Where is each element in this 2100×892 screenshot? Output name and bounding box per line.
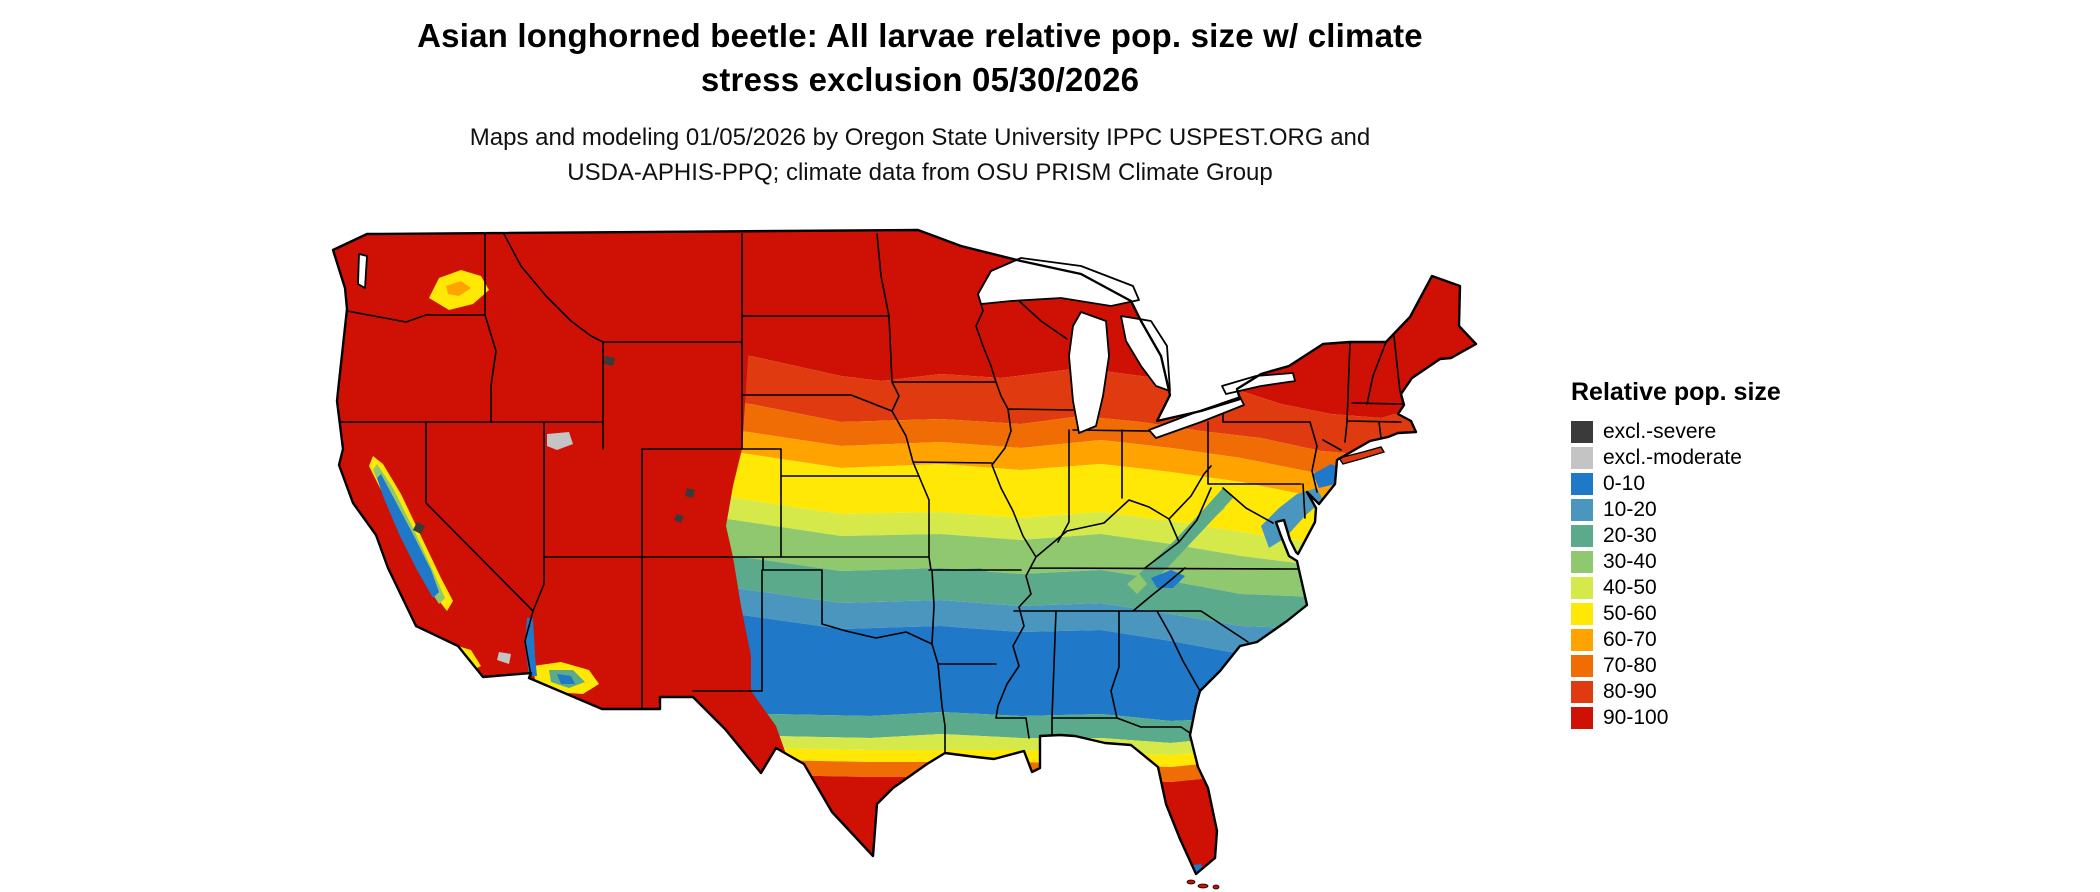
legend-swatch — [1571, 525, 1593, 547]
legend-label: 20-30 — [1603, 524, 1657, 547]
map-subtitle-line2: USDA-APHIS-PPQ; climate data from OSU PR… — [567, 159, 1273, 186]
lake-huron — [1120, 315, 1171, 392]
legend-row: 30-40 — [1571, 549, 1781, 575]
legend: Relative pop. size excl.-severe excl.-mo… — [1571, 378, 1781, 731]
chesapeake-cool-patch — [1261, 488, 1323, 548]
legend-label: 60-70 — [1603, 628, 1657, 651]
central-valley-blue-core — [377, 474, 439, 598]
legend-swatch — [1571, 707, 1593, 729]
legend-row: 70-80 — [1571, 653, 1781, 679]
arizona-desert-blue — [557, 674, 575, 684]
yellowstone-severe-dot — [604, 356, 615, 366]
legend-swatch — [1571, 655, 1593, 677]
legend-swatch — [1571, 499, 1593, 521]
legend-label: excl.-moderate — [1603, 446, 1742, 469]
map-subtitle: Maps and modeling 01/05/2026 by Oregon S… — [270, 120, 1570, 190]
legend-swatch — [1571, 681, 1593, 703]
population-bands — [333, 230, 1476, 874]
state-borders — [336, 233, 1404, 754]
legend-row: 0-10 — [1571, 471, 1781, 497]
legend-row: 80-90 — [1571, 679, 1781, 705]
puget-sound — [357, 253, 368, 289]
legend-swatch — [1571, 473, 1593, 495]
band-south-red — [333, 767, 1476, 874]
legend-swatch — [1571, 603, 1593, 625]
legend-row: 40-50 — [1571, 575, 1781, 601]
key-island — [1212, 884, 1220, 890]
legend-row: 10-20 — [1571, 497, 1781, 523]
us-map-svg — [331, 228, 1478, 890]
key-island — [1186, 879, 1196, 885]
legend-label: 50-60 — [1603, 602, 1657, 625]
bonneville-flats-gray — [547, 432, 573, 450]
rockies-severe-dot2 — [674, 514, 684, 523]
legend-label: 10-20 — [1603, 498, 1657, 521]
legend-row: 90-100 — [1571, 705, 1781, 731]
lake-michigan — [1068, 311, 1110, 434]
map-title: Asian longhorned beetle: All larvae rela… — [270, 14, 1570, 102]
legend-swatch — [1571, 551, 1593, 573]
legend-swatch — [1571, 421, 1593, 443]
legend-swatch — [1571, 447, 1593, 469]
salton-gray — [497, 652, 511, 664]
legend-label: 30-40 — [1603, 550, 1657, 573]
appalachian-green-streak — [1139, 488, 1233, 586]
ozark-green-patch — [937, 568, 1003, 600]
legend-title: Relative pop. size — [1571, 378, 1781, 406]
long-island — [1337, 446, 1386, 465]
legend-swatch — [1571, 629, 1593, 651]
legend-swatch — [1571, 577, 1593, 599]
legend-row: 60-70 — [1571, 627, 1781, 653]
us-outline — [331, 228, 1478, 876]
legend-label: 40-50 — [1603, 576, 1657, 599]
rockies-severe-dot1 — [685, 488, 695, 498]
legend-label: excl.-severe — [1603, 420, 1717, 443]
legend-label: 90-100 — [1603, 706, 1669, 729]
legend-row: 20-30 — [1571, 523, 1781, 549]
great-lakes — [357, 253, 1296, 439]
columbia-basin-amber — [446, 281, 471, 296]
lake-superior — [977, 257, 1140, 307]
map-subtitle-line1: Maps and modeling 01/05/2026 by Oregon S… — [469, 124, 1371, 151]
key-island — [1197, 883, 1209, 889]
map-title-line2: stress exclusion 05/30/2026 — [700, 61, 1140, 98]
florida-keys — [1186, 879, 1220, 890]
legend-row: 50-60 — [1571, 601, 1781, 627]
legend-row: excl.-moderate — [1571, 445, 1781, 471]
legend-row: excl.-severe — [1571, 419, 1781, 445]
us-map — [321, 226, 1526, 892]
sierra-severe-dot — [413, 522, 425, 534]
map-title-line1: Asian longhorned beetle: All larvae rela… — [417, 17, 1423, 54]
legend-label: 0-10 — [1603, 472, 1646, 495]
legend-label: 70-80 — [1603, 654, 1657, 677]
legend-label: 80-90 — [1603, 680, 1657, 703]
legend-rows: excl.-severe excl.-moderate 0-10 10-20 2… — [1571, 419, 1781, 731]
